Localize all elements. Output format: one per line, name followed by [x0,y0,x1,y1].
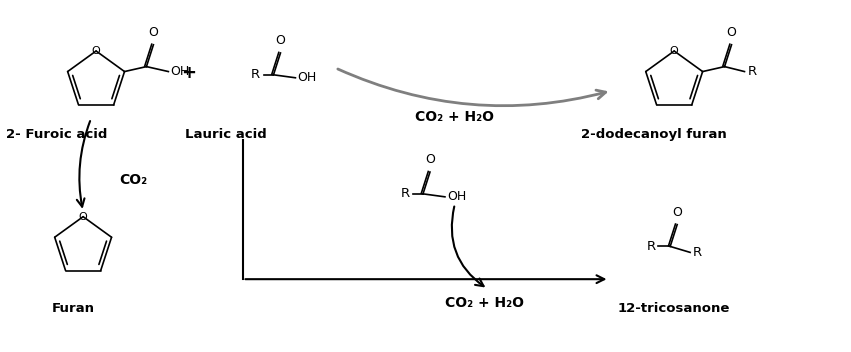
Text: +: + [181,64,197,82]
Text: R: R [747,65,757,78]
Text: 2-dodecanoyl furan: 2-dodecanoyl furan [581,128,727,141]
Text: R: R [401,187,409,200]
Text: O: O [148,26,158,39]
Text: OH: OH [297,71,317,84]
Text: O: O [92,46,100,56]
Text: OH: OH [170,65,190,78]
Text: CO₂ + H₂O: CO₂ + H₂O [415,111,494,125]
Text: CO₂ + H₂O: CO₂ + H₂O [445,296,524,310]
Text: R: R [693,246,702,259]
Text: 2- Furoic acid: 2- Furoic acid [6,128,108,141]
Text: O: O [672,206,683,219]
Text: O: O [425,153,435,166]
Text: Furan: Furan [52,302,94,315]
Text: R: R [647,240,656,253]
Text: O: O [276,34,285,47]
Text: O: O [727,26,736,39]
Text: O: O [670,46,678,56]
Text: O: O [79,212,88,222]
Text: R: R [251,68,260,81]
Text: CO₂: CO₂ [119,173,147,187]
Text: OH: OH [447,190,466,203]
Text: Lauric acid: Lauric acid [185,128,266,141]
Text: 12-tricosanone: 12-tricosanone [618,302,730,315]
